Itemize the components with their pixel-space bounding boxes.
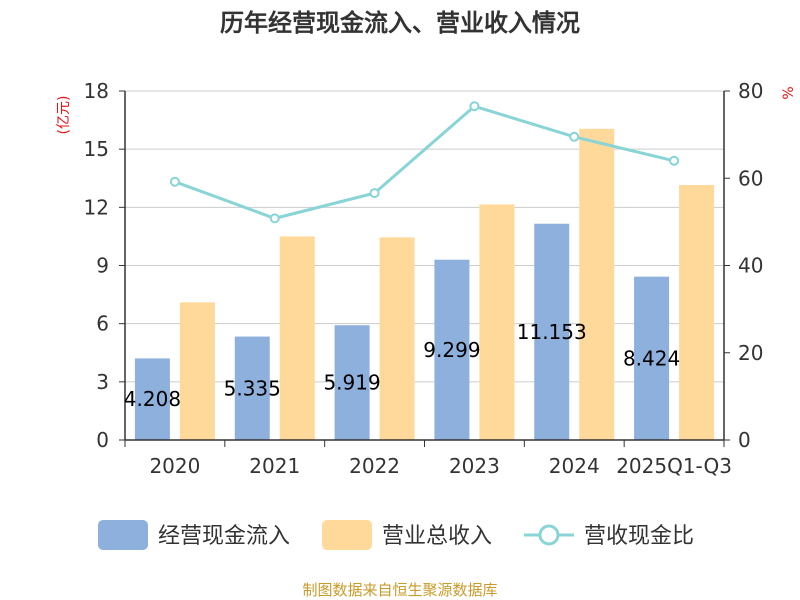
y-axis-right-label: % [781,86,797,99]
x-tick-label: 2024 [549,454,600,478]
bar-value-label: 8.424 [623,346,680,370]
bar-cash-inflow [234,336,270,440]
x-tick-labels: 2020 2021 2022 2023 2024 2025Q1-Q3 [149,454,732,478]
y-axis-left-label: (亿元) [56,96,72,135]
y-right-tick-label: 60 [738,166,763,190]
y-left-tick-label: 18 [84,79,109,103]
bar-revenue [479,204,515,440]
ratio-point [469,101,480,112]
legend-item-ratio[interactable]: 营收现金比 [524,524,694,549]
bar-revenue [379,237,415,440]
bar-revenue [679,185,715,440]
ratio-point [669,155,680,166]
bars [134,128,715,440]
source-note: 制图数据来自恒生聚源数据库 [302,581,497,599]
y-right-tick-label: 20 [738,341,763,365]
bar-revenue [579,128,615,440]
bar-cash-inflow [534,223,570,440]
ratio-point [269,213,280,224]
bar-value-label: 5.919 [323,371,380,395]
legend-label-revenue: 营业总收入 [382,524,492,549]
ratio-line-path [174,104,675,220]
x-tick-label: 2023 [449,454,500,478]
bar-cash-inflow [134,358,170,440]
legend-marker-ratio [538,524,560,546]
bar-value-label: 11.153 [517,320,587,344]
legend-item-revenue[interactable]: 营业总收入 [322,520,492,550]
y-right-tick-label: 0 [738,428,751,452]
legend-label-ratio: 营收现金比 [584,524,694,549]
legend-label-cash-inflow: 经营现金流入 [158,524,290,549]
y-left-tick-label: 9 [96,254,109,278]
y-tick-labels: 0 3 6 9 12 15 18 0 20 40 60 80 [84,79,764,452]
axes [119,90,730,447]
y-left-tick-label: 0 [96,428,109,452]
bar-cash-inflow [334,325,370,440]
y-left-tick-label: 15 [84,137,109,161]
bar-value-labels: 4.208 5.335 5.919 9.299 11.153 8.424 [124,320,680,411]
bar-value-label: 9.299 [423,338,480,362]
x-tick-label: 2020 [149,454,200,478]
bar-revenue [279,236,315,440]
bar-value-label: 5.335 [224,376,281,400]
y-left-tick-label: 6 [96,312,109,336]
ratio-point [169,176,180,187]
x-tick-label: 2025Q1-Q3 [616,454,732,478]
legend[interactable]: 经营现金流入 营业总收入 营收现金比 [98,520,694,550]
y-left-tick-label: 12 [84,195,109,219]
bar-cash-inflow [434,259,470,440]
bar-value-label: 4.208 [124,387,181,411]
legend-swatch-cash-inflow [98,520,148,550]
ratio-line [169,101,680,224]
legend-item-cash-inflow[interactable]: 经营现金流入 [98,520,290,550]
y-left-tick-label: 3 [96,370,109,394]
y-right-tick-label: 80 [738,79,763,103]
ratio-point [569,131,580,142]
x-tick-label: 2021 [249,454,300,478]
x-tick-label: 2022 [349,454,400,478]
chart-title: 历年经营现金流入、营业收入情况 [220,9,580,37]
bar-revenue [179,302,215,440]
legend-swatch-revenue [322,520,372,550]
y-right-tick-label: 40 [738,254,763,278]
bar-cash-inflow [634,276,670,440]
ratio-point [369,188,380,199]
